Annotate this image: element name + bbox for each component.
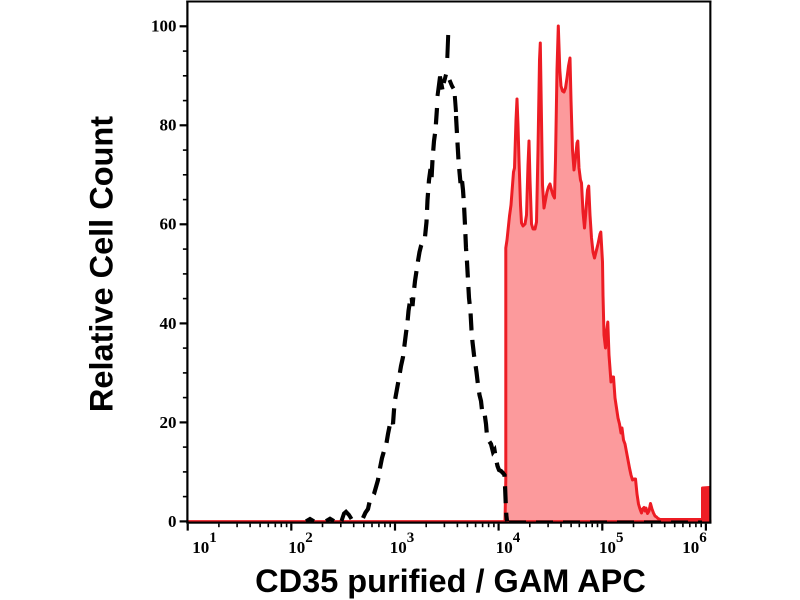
svg-text:102: 102	[288, 530, 313, 557]
svg-text:0: 0	[168, 512, 177, 531]
svg-text:103: 103	[390, 530, 415, 557]
svg-text:104: 104	[496, 530, 521, 557]
svg-text:80: 80	[160, 116, 177, 135]
svg-text:20: 20	[160, 413, 177, 432]
svg-text:105: 105	[599, 530, 624, 557]
svg-text:CD35 purified / GAM APC: CD35 purified / GAM APC	[255, 563, 646, 599]
svg-text:40: 40	[160, 314, 177, 333]
svg-text:100: 100	[151, 17, 177, 36]
svg-text:101: 101	[192, 530, 217, 557]
svg-text:Relative Cell Count: Relative Cell Count	[84, 116, 120, 412]
svg-text:106: 106	[682, 530, 707, 557]
svg-text:60: 60	[160, 215, 177, 234]
